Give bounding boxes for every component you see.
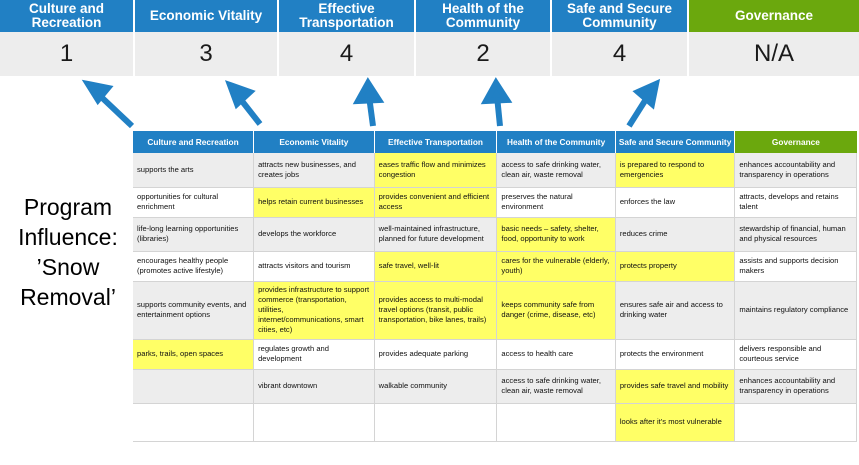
matrix-cell: provides convenient and efficient access	[374, 187, 498, 218]
matrix-row: encourages healthy people (promotes acti…	[133, 251, 857, 282]
matrix-header-economic-vitality: Economic Vitality	[253, 131, 375, 153]
matrix-cell: keeps community safe from danger (crime,…	[496, 281, 616, 340]
matrix-header-safe-and-secure-community: Safe and Secure Community	[615, 131, 736, 153]
matrix-cell: safe travel, well-lit	[374, 251, 498, 282]
matrix-cell: cares for the vulnerable (elderly, youth…	[496, 251, 616, 282]
matrix-header-row: Culture and Recreation Economic Vitality…	[133, 131, 857, 153]
matrix-cell: encourages healthy people (promotes acti…	[133, 251, 255, 282]
matrix-cell: opportunities for cultural enrichment	[133, 187, 255, 218]
influence-arrow-4	[480, 77, 513, 127]
matrix-row: life-long learning opportunities (librar…	[133, 217, 857, 252]
scorecard-value-governance: N/A	[753, 40, 794, 67]
scorecard-value-economic-vitality: 3	[135, 32, 279, 76]
scorecard-header-label: Effective Transportation	[299, 0, 394, 30]
matrix-header-health-of-the-community: Health of the Community	[496, 131, 616, 153]
matrix-cell	[253, 403, 375, 442]
scorecard-header-health-of-the-community: Health of the Community	[416, 0, 552, 32]
matrix-row: looks after it’s most vulnerable	[133, 403, 857, 442]
matrix-cell	[133, 369, 255, 404]
matrix-body: supports the arts attracts new businesses…	[133, 153, 857, 442]
scorecard-header-economic-vitality: Economic Vitality	[135, 0, 279, 32]
scorecard-header-label: Economic Vitality	[149, 7, 263, 23]
matrix-cell	[374, 403, 498, 442]
matrix-cell: maintains regulatory compliance	[734, 281, 857, 340]
matrix-cell: reduces crime	[615, 217, 736, 252]
matrix-cell: attracts, develops and retains talent	[734, 187, 857, 218]
matrix-cell: provides infrastructure to support comme…	[253, 281, 375, 340]
matrix-row: supports community events, and entertain…	[133, 281, 857, 340]
matrix-row: supports the arts attracts new businesses…	[133, 153, 857, 188]
matrix-cell: ensures safe air and access to drinking …	[615, 281, 736, 340]
influence-arrow-3	[352, 77, 385, 127]
matrix-cell: provides safe travel and mobility	[615, 369, 736, 404]
matrix-cell: enhances accountability and transparency…	[734, 153, 857, 188]
scorecard-header-safe-and-secure-community: Safe and Secure Community	[552, 0, 689, 32]
matrix-cell: is prepared to respond to emergencies	[615, 153, 736, 188]
matrix-cell: assists and supports decision makers	[734, 251, 857, 282]
scorecard-value-effective-transportation: 4	[279, 32, 416, 76]
matrix-row: parks, trails, open spaces regulates grow…	[133, 339, 857, 370]
scorecard-value-culture-and-recreation: 1	[0, 32, 135, 76]
matrix-cell: access to safe drinking water, clean air…	[496, 369, 616, 404]
matrix-cell: basic needs – safety, shelter, food, opp…	[496, 217, 616, 252]
scorecard-header-label: Safe and Secure Community	[566, 0, 673, 30]
matrix-cell	[133, 403, 255, 442]
matrix-cell: access to health care	[496, 339, 616, 370]
scorecard-value-row: 1 3 4 2 4 N/A	[0, 32, 859, 76]
matrix-cell: eases traffic flow and minimizes congest…	[374, 153, 498, 188]
scorecard-value-safe-and-secure-community: 4	[552, 32, 689, 76]
influence-arrow-5	[626, 78, 661, 128]
matrix-cell: helps retain current businesses	[253, 187, 375, 218]
matrix-cell: looks after it’s most vulnerable	[615, 403, 736, 442]
program-influence-caption: Program Influence: ’Snow Removal’	[18, 194, 118, 310]
scorecard-header-label: Health of the Community	[442, 0, 524, 30]
matrix-cell: enhances accountability and transparency…	[734, 369, 857, 404]
influence-arrow-2	[224, 80, 263, 126]
matrix-cell	[496, 403, 616, 442]
matrix-cell: preserves the natural environment	[496, 187, 616, 218]
scorecard-value-health-of-the-community: 2	[416, 32, 552, 76]
matrix-cell	[734, 403, 857, 442]
matrix-cell: protects property	[615, 251, 736, 282]
scorecard-header-culture-and-recreation: Culture and Recreation	[0, 0, 135, 32]
scorecard-header-row: Culture and Recreation Economic Vitality…	[0, 0, 859, 32]
matrix-cell: develops the workforce	[253, 217, 375, 252]
matrix-cell: well-maintained infrastructure, planned …	[374, 217, 498, 252]
matrix-cell: walkable community	[374, 369, 498, 404]
matrix-cell: life-long learning opportunities (librar…	[133, 217, 255, 252]
matrix-cell: access to safe drinking water, clean air…	[496, 153, 616, 188]
matrix-header-governance: Governance	[734, 131, 857, 153]
matrix-cell: attracts visitors and tourism	[253, 251, 375, 282]
matrix-cell: provides access to multi-modal travel op…	[374, 281, 498, 340]
scorecard-header-effective-transportation: Effective Transportation	[279, 0, 416, 32]
matrix-header-culture-and-recreation: Culture and Recreation	[133, 131, 255, 153]
matrix-header-effective-transportation: Effective Transportation	[374, 131, 498, 153]
matrix-cell: enforces the law	[615, 187, 736, 218]
matrix-cell: protects the environment	[615, 339, 736, 370]
matrix-cell: vibrant downtown	[253, 369, 375, 404]
matrix-cell: attracts new businesses, and creates job…	[253, 153, 375, 188]
matrix-cell: supports the arts	[133, 153, 255, 188]
influence-arrow-1	[81, 79, 135, 129]
matrix-cell: delivers responsible and courteous servi…	[734, 339, 857, 370]
matrix-cell: regulates growth and development	[253, 339, 375, 370]
scorecard-header-governance: Governance	[689, 0, 859, 32]
matrix-row: opportunities for cultural enrichment hel…	[133, 187, 857, 218]
scorecard-header-label: Culture and Recreation	[28, 0, 104, 30]
scorecard-header-label: Governance	[734, 7, 814, 23]
matrix-cell: supports community events, and entertain…	[133, 281, 255, 340]
matrix-cell: stewardship of financial, human and phys…	[734, 217, 857, 252]
matrix-cell: provides adequate parking	[374, 339, 498, 370]
community-outcomes-matrix: Culture and Recreation Economic Vitality…	[133, 131, 857, 442]
scorecard-summary-table: Culture and Recreation Economic Vitality…	[0, 0, 859, 76]
influence-arrows-group	[81, 77, 661, 129]
matrix-cell: parks, trails, open spaces	[133, 339, 255, 370]
matrix-row: vibrant downtown walkable community access…	[133, 369, 857, 404]
